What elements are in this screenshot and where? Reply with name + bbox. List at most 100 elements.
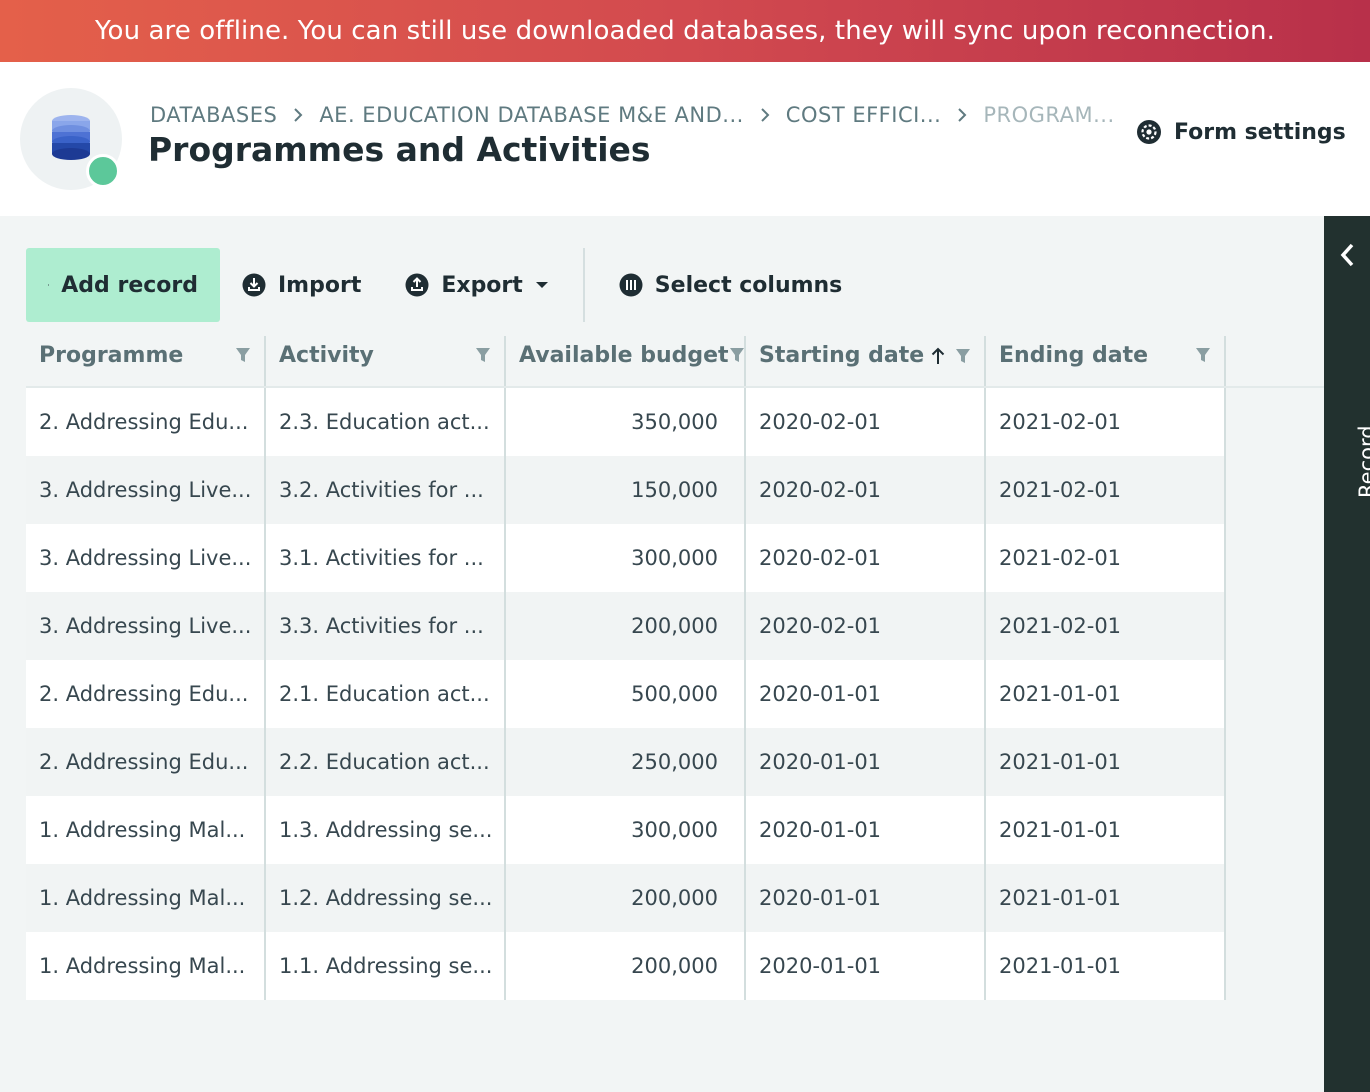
select-columns-button[interactable]: Select columns [597,248,864,322]
import-button[interactable]: Import [220,248,383,322]
budget-cell[interactable]: 500,000 [506,660,746,728]
breadcrumb: DATABASES AE. EDUCATION DATABASE M&E AND… [150,100,1115,130]
table-row[interactable]: 3. Addressing Live... 3.1. Activities fo… [26,524,1226,592]
start-date-cell[interactable]: 2020-01-01 [746,796,986,864]
activity-cell[interactable]: 1.2. Addressing se... [266,864,506,932]
column-label: Programme [39,343,184,368]
record-side-panel[interactable]: Record [1324,216,1370,1092]
programme-cell[interactable]: 2. Addressing Edu... [26,728,266,796]
activity-cell[interactable]: 1.1. Addressing se... [266,932,506,1000]
activity-cell[interactable]: 3.1. Activities for ... [266,524,506,592]
add-record-button[interactable]: Add record [26,248,220,322]
form-settings-button[interactable]: Form settings [1136,114,1346,150]
start-date-cell[interactable]: 2020-02-01 [746,592,986,660]
table-row[interactable]: 2. Addressing Edu... 2.1. Education act.… [26,660,1226,728]
export-icon [405,273,429,297]
start-date-cell[interactable]: 2020-01-01 [746,660,986,728]
programme-cell[interactable]: 1. Addressing Mal... [26,796,266,864]
table-row[interactable]: 1. Addressing Mal... 1.2. Addressing se.… [26,864,1226,932]
table-row[interactable]: 3. Addressing Live... 3.3. Activities fo… [26,592,1226,660]
budget-cell[interactable]: 200,000 [506,592,746,660]
breadcrumb-databases[interactable]: DATABASES [150,103,278,127]
columns-icon [619,273,643,297]
activity-cell[interactable]: 3.2. Activities for ... [266,456,506,524]
column-label: Activity [279,343,374,368]
programme-cell[interactable]: 1. Addressing Mal... [26,864,266,932]
start-date-cell[interactable]: 2020-01-01 [746,932,986,1000]
import-label: Import [278,272,362,298]
end-date-cell[interactable]: 2021-02-01 [986,456,1226,524]
column-header-available-budget[interactable]: Available budget [506,336,746,388]
start-date-cell[interactable]: 2020-02-01 [746,456,986,524]
column-header-starting-date[interactable]: Starting date [746,336,986,388]
activity-cell[interactable]: 2.2. Education act... [266,728,506,796]
chevron-left-icon[interactable] [1338,242,1356,268]
offline-banner: You are offline. You can still use downl… [0,0,1370,62]
column-header-programme[interactable]: Programme [26,336,266,388]
end-date-cell[interactable]: 2021-01-01 [986,864,1226,932]
toolbar: Add record Import Export Select columns [26,248,864,322]
breadcrumb-current: PROGRAM... [983,103,1115,127]
filter-icon[interactable] [475,347,491,363]
record-panel-label: Record [1355,425,1370,498]
budget-cell[interactable]: 200,000 [506,864,746,932]
end-date-cell[interactable]: 2021-02-01 [986,592,1226,660]
offline-banner-text: You are offline. You can still use downl… [95,16,1275,46]
table-row[interactable]: 2. Addressing Edu... 2.2. Education act.… [26,728,1226,796]
budget-cell[interactable]: 150,000 [506,456,746,524]
database-avatar [20,88,122,190]
start-date-cell[interactable]: 2020-01-01 [746,728,986,796]
column-header-activity[interactable]: Activity [266,336,506,388]
end-date-cell[interactable]: 2021-01-01 [986,932,1226,1000]
activity-cell[interactable]: 1.3. Addressing se... [266,796,506,864]
export-button[interactable]: Export [383,248,570,322]
filter-icon[interactable] [955,348,971,364]
toolbar-divider [582,248,585,322]
chevron-right-icon [293,107,303,123]
budget-cell[interactable]: 200,000 [506,932,746,1000]
programme-cell[interactable]: 3. Addressing Live... [26,524,266,592]
programme-cell[interactable]: 2. Addressing Edu... [26,660,266,728]
export-label: Export [441,272,523,298]
programme-cell[interactable]: 2. Addressing Edu... [26,388,266,456]
breadcrumb-database[interactable]: AE. EDUCATION DATABASE M&E AND... [319,103,744,127]
filter-icon[interactable] [235,347,251,363]
start-date-cell[interactable]: 2020-01-01 [746,864,986,932]
add-record-label: Add record [61,272,198,298]
table-row[interactable]: 1. Addressing Mal... 1.1. Addressing se.… [26,932,1226,1000]
filter-icon[interactable] [1195,347,1211,363]
end-date-cell[interactable]: 2021-01-01 [986,796,1226,864]
column-label: Ending date [999,343,1149,368]
end-date-cell[interactable]: 2021-02-01 [986,388,1226,456]
table-row[interactable]: 1. Addressing Mal... 1.3. Addressing se.… [26,796,1226,864]
programme-cell[interactable]: 3. Addressing Live... [26,456,266,524]
budget-cell[interactable]: 300,000 [506,796,746,864]
arrow-up-icon[interactable] [931,347,945,365]
programme-cell[interactable]: 3. Addressing Live... [26,592,266,660]
activity-cell[interactable]: 2.3. Education act... [266,388,506,456]
page-header: DATABASES AE. EDUCATION DATABASE M&E AND… [0,62,1370,216]
column-label: Starting date [759,343,925,368]
budget-cell[interactable]: 350,000 [506,388,746,456]
end-date-cell[interactable]: 2021-02-01 [986,524,1226,592]
activity-cell[interactable]: 3.3. Activities for ... [266,592,506,660]
budget-cell[interactable]: 300,000 [506,524,746,592]
activity-cell[interactable]: 2.1. Education act... [266,660,506,728]
filter-icon[interactable] [729,347,745,363]
column-header-ending-date[interactable]: Ending date [986,336,1226,388]
database-icon [52,115,90,160]
table-row[interactable]: 3. Addressing Live... 3.2. Activities fo… [26,456,1226,524]
breadcrumb-folder[interactable]: COST EFFICI... [785,103,942,127]
budget-cell[interactable]: 250,000 [506,728,746,796]
end-date-cell[interactable]: 2021-01-01 [986,728,1226,796]
table-header: Programme Activity Available budget Star… [26,336,1226,388]
start-date-cell[interactable]: 2020-02-01 [746,524,986,592]
end-date-cell[interactable]: 2021-01-01 [986,660,1226,728]
table-header-divider [26,386,1324,388]
start-date-cell[interactable]: 2020-02-01 [746,388,986,456]
table-row[interactable]: 2. Addressing Edu... 2.3. Education act.… [26,388,1226,456]
import-icon [242,273,266,297]
programme-cell[interactable]: 1. Addressing Mal... [26,932,266,1000]
chevron-right-icon [760,107,770,123]
database-status-dot [86,154,120,188]
